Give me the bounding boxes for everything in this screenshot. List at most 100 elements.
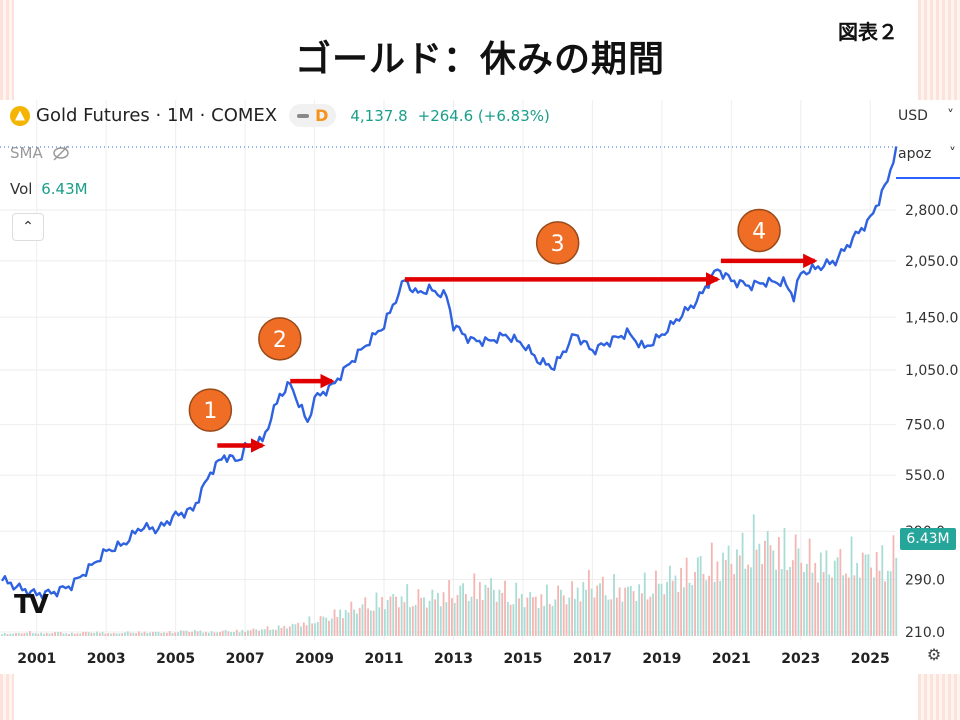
volume-bar: [878, 570, 881, 636]
volume-bar: [758, 543, 761, 636]
scale-underline: [896, 177, 960, 179]
slide-title: ゴールド：休みの期間: [294, 39, 665, 80]
volume-bar: [389, 596, 392, 636]
volume-bar: [817, 582, 819, 636]
volume-bar: [861, 552, 864, 636]
volume-bar: [671, 580, 674, 636]
volume-bar: [126, 631, 129, 636]
volume-bar: [112, 632, 115, 636]
volume-bar: [291, 623, 294, 636]
sma-indicator[interactable]: SMA: [10, 144, 71, 162]
gold-logo-icon: [10, 105, 30, 126]
period-badge[interactable]: D: [289, 104, 337, 127]
volume-bar: [221, 630, 224, 636]
volume-bar: [302, 622, 305, 636]
volume-bar: [43, 633, 45, 636]
volume-bar: [772, 550, 775, 636]
volume-bar: [590, 588, 593, 636]
settings-gear-icon[interactable]: ⚙: [926, 645, 942, 664]
volume-bar: [632, 591, 635, 636]
volume-bar: [839, 549, 842, 636]
volume-bar: [397, 607, 400, 636]
volume-bar: [344, 610, 347, 636]
volume-bar: [252, 628, 255, 636]
volume-bar: [439, 606, 442, 636]
volume-label: Vol: [10, 180, 33, 198]
volume-bar: [490, 578, 492, 636]
volume-bar: [300, 626, 302, 636]
volume-bar: [288, 626, 291, 636]
volume-bar: [571, 581, 573, 636]
volume-bar: [98, 632, 101, 636]
volume-bar: [484, 584, 487, 636]
volume-bar: [680, 567, 682, 636]
volume-bar: [515, 582, 518, 636]
rest-period-marker-label-4: 4: [752, 219, 766, 244]
volume-price-badge: 6.43M: [900, 528, 956, 550]
volume-bar: [791, 560, 794, 636]
volume-bar: [431, 589, 434, 636]
volume-bar: [708, 575, 710, 636]
volume-bar: [244, 631, 247, 636]
volume-bar: [646, 599, 649, 636]
volume-bar: [160, 633, 163, 636]
volume-bar: [856, 562, 859, 636]
scale-selector[interactable]: apoz ˅: [898, 146, 960, 162]
volume-bar: [864, 554, 867, 636]
volume-bar: [526, 597, 529, 636]
volume-bar: [495, 601, 498, 636]
x-tick-label: 2003: [87, 651, 126, 667]
last-price: 4,137.8: [350, 106, 408, 125]
y-tick-label: 1,050.0: [905, 363, 958, 379]
eye-hidden-icon[interactable]: [51, 144, 71, 162]
currency-selector[interactable]: USD ˅: [898, 108, 958, 124]
volume-bar: [873, 577, 875, 636]
rest-period-marker-3: [535, 221, 580, 265]
volume-bar: [235, 629, 238, 636]
volume-bar: [59, 631, 62, 636]
volume-bar: [258, 630, 261, 636]
volume-bar: [504, 580, 506, 636]
volume-bar: [406, 584, 409, 636]
volume-bar: [378, 607, 381, 636]
collapse-button[interactable]: ⌃: [12, 213, 44, 241]
volume-bar: [786, 569, 789, 636]
volume-bar: [518, 598, 520, 636]
symbol-header[interactable]: Gold Futures · 1M · COMEX D 4,137.8 +264…: [10, 104, 550, 127]
volume-bar: [543, 605, 546, 636]
volume-bar: [845, 573, 847, 636]
price-line: [0, 146, 898, 600]
volume-bar: [1, 634, 3, 636]
volume-bar: [520, 594, 523, 636]
volume-bar: [274, 629, 277, 636]
volume-bar: [9, 633, 12, 636]
volume-bar: [322, 616, 325, 636]
volume-value: 6.43M: [41, 180, 88, 198]
volume-bar: [551, 605, 554, 636]
y-tick-label: 2,800.0: [905, 203, 958, 219]
volume-bar: [652, 593, 655, 636]
volume-bar: [750, 567, 752, 636]
volume-bar: [509, 604, 512, 636]
volume-bar: [562, 595, 565, 636]
volume-bar: [889, 571, 892, 636]
volume-bar: [233, 632, 235, 636]
volume-bar: [31, 633, 34, 636]
volume-bar: [464, 593, 467, 636]
volume-bar: [425, 607, 428, 636]
volume-bar: [154, 631, 157, 636]
volume-bar: [696, 557, 699, 636]
volume-bar: [165, 632, 168, 636]
volume-bar: [369, 610, 372, 636]
volume-bar: [361, 604, 364, 636]
volume-bar: [375, 592, 378, 636]
volume-bar: [330, 618, 333, 636]
volume-indicator[interactable]: Vol 6.43M: [10, 180, 88, 198]
currency-label: USD: [898, 108, 928, 124]
volume-bar: [84, 631, 87, 636]
volume-bar: [294, 624, 297, 636]
volume-bar: [724, 560, 727, 636]
dash-icon: [297, 113, 310, 118]
volume-bar: [624, 587, 627, 636]
